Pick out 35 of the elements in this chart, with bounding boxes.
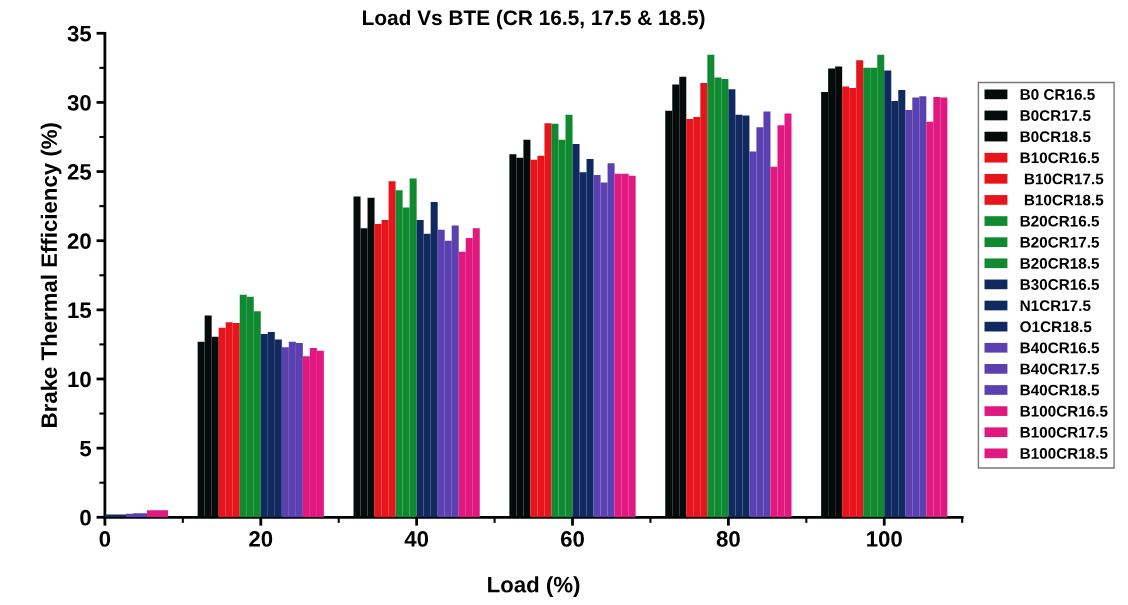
y-tick-label: 35 (67, 25, 92, 42)
chart-title: Load Vs BTE (CR 16.5, 17.5 & 18.5) (363, 9, 705, 30)
legend-label: B0CR17.5 (1020, 110, 1091, 121)
legend-label: B20CR17.5 (1020, 236, 1100, 248)
y-tick-label: 10 (68, 371, 91, 388)
legend-label: B100CR16.5 (1020, 405, 1108, 417)
legend-label: B40CR18.5 (1020, 384, 1100, 396)
y-tick-label: 30 (67, 94, 91, 111)
legend-label: B20CR16.5 (1020, 215, 1100, 227)
y-tick-label: 15 (68, 302, 92, 319)
x-axis-title: Load (%) (488, 576, 580, 597)
legend-label: B30CR16.5 (1020, 279, 1100, 290)
y-tick-label: 0 (80, 509, 91, 526)
legend-label: B40CR16.5 (1020, 342, 1100, 354)
y-tick-label: 5 (80, 440, 92, 457)
legend-label: B100CR17.5 (1020, 426, 1108, 438)
legend-label: B40CR17.5 (1020, 363, 1100, 375)
x-tick-label: 100 (867, 531, 902, 547)
x-tick-label: 80 (716, 531, 740, 547)
y-axis-title: Brake Thermal Efficiency (%) (40, 123, 62, 427)
legend-label: B100CR18.5 (1020, 448, 1108, 459)
x-tick-label: 0 (99, 531, 111, 547)
legend-label: N1CR17.5 (1020, 300, 1091, 312)
legend-label: B10CR17.5 (1024, 173, 1104, 185)
legend-label: B0 CR16.5 (1020, 89, 1095, 100)
legend-label: B0CR18.5 (1020, 131, 1091, 143)
legend-label: O1CR18.5 (1020, 321, 1092, 333)
x-tick-label: 20 (249, 531, 273, 547)
legend-label: B10CR18.5 (1024, 194, 1104, 206)
x-tick-label: 60 (560, 531, 584, 547)
y-tick-label: 20 (67, 233, 91, 249)
legend-label: B20CR18.5 (1020, 258, 1100, 269)
y-tick-label: 25 (67, 164, 92, 180)
x-tick-label: 40 (404, 531, 429, 547)
legend-label: B10CR16.5 (1020, 152, 1100, 164)
